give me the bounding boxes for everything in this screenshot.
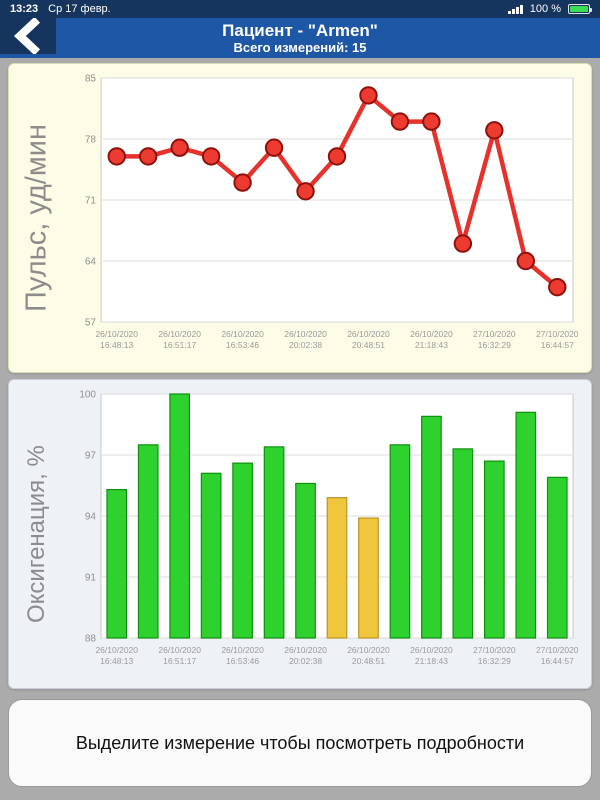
svg-text:16:51:17: 16:51:17 [163, 340, 196, 350]
pulse-measurement-point[interactable] [359, 86, 378, 105]
status-bar-left: 13:23 Ср 17 февр. [10, 3, 111, 15]
svg-text:97: 97 [85, 451, 97, 462]
svg-text:26/10/2020: 26/10/2020 [284, 329, 327, 339]
oxygen-axis-label: Оксигенация, % [23, 445, 50, 623]
svg-text:20:02:38: 20:02:38 [289, 340, 322, 350]
svg-text:27/10/2020: 27/10/2020 [473, 329, 516, 339]
svg-text:71: 71 [85, 196, 97, 207]
svg-text:26/10/2020: 26/10/2020 [221, 329, 264, 339]
page-title: Пациент - "Armen" [222, 21, 378, 40]
svg-text:27/10/2020: 27/10/2020 [536, 329, 579, 339]
svg-text:91: 91 [85, 573, 97, 584]
svg-text:57: 57 [85, 318, 97, 329]
svg-text:26/10/2020: 26/10/2020 [410, 645, 453, 655]
svg-text:64: 64 [85, 257, 97, 268]
pulse-measurement-point[interactable] [296, 182, 315, 201]
pulse-measurement-point[interactable] [327, 147, 347, 166]
svg-text:21:18:43: 21:18:43 [415, 340, 448, 350]
oxygen-measurement-bar[interactable] [546, 476, 568, 639]
svg-text:26/10/2020: 26/10/2020 [158, 329, 201, 339]
oxygen-measurement-bar[interactable] [483, 460, 505, 639]
pulse-measurement-point[interactable] [422, 112, 441, 131]
status-bar-right: 100 % [508, 3, 592, 15]
battery-icon [568, 4, 592, 14]
pulse-chart-panel: Пульс, уд/мин 57 64 71 78 85 26/10/2020 16:48:… [8, 63, 592, 373]
status-bar: 13:23 Ср 17 февр. 100 % [0, 0, 600, 18]
oxygen-measurement-bar[interactable] [421, 415, 442, 639]
oxygen-measurement-bar[interactable] [137, 444, 159, 639]
svg-text:26/10/2020: 26/10/2020 [347, 329, 390, 339]
svg-text:16:51:17: 16:51:17 [163, 656, 196, 666]
svg-text:27/10/2020: 27/10/2020 [536, 645, 579, 655]
oxygen-measurement-bar[interactable] [295, 482, 316, 639]
svg-text:26/10/2020: 26/10/2020 [221, 645, 264, 655]
svg-text:26/10/2020: 26/10/2020 [158, 645, 201, 655]
oxygen-measurement-bar[interactable] [358, 517, 379, 639]
pulse-axis-label: Пульс, уд/мин [20, 123, 53, 313]
oxygen-measurement-bar[interactable] [515, 411, 537, 639]
oxygen-measurement-bar[interactable] [232, 462, 253, 639]
measurements-count: Всего измерений: 15 [233, 40, 367, 55]
svg-text:21:18:43: 21:18:43 [415, 656, 448, 666]
pulse-measurement-point[interactable] [453, 234, 473, 253]
oxygen-chart[interactable]: 8891949710026/10/202016:48:1326/10/20201… [65, 384, 585, 684]
svg-text:88: 88 [85, 634, 97, 645]
svg-text:16:44:57: 16:44:57 [541, 656, 574, 666]
oxygen-measurement-bar[interactable] [326, 497, 348, 639]
clock: 13:23 [10, 3, 39, 15]
svg-text:26/10/2020: 26/10/2020 [347, 645, 390, 655]
pulse-measurement-point[interactable] [201, 147, 221, 166]
svg-text:20:48:51: 20:48:51 [352, 656, 385, 666]
cellular-signal-icon [508, 4, 523, 14]
pulse-measurement-point[interactable] [264, 138, 284, 157]
battery-percent: 100 % [529, 3, 561, 15]
back-button[interactable] [0, 18, 56, 54]
oxygen-chart-panel: Оксигенация, % 88 91 94 97 100 26/10/2020 16:4… [8, 379, 592, 689]
oxygen-measurement-bar[interactable] [263, 446, 285, 639]
svg-text:27/10/2020: 27/10/2020 [473, 645, 516, 655]
svg-text:26/10/2020: 26/10/2020 [284, 645, 327, 655]
pulse-measurement-point[interactable] [233, 173, 252, 192]
svg-text:16:32:29: 16:32:29 [478, 340, 511, 350]
pulse-measurement-point[interactable] [170, 138, 189, 157]
svg-text:16:48:13: 16:48:13 [100, 340, 133, 350]
pulse-measurement-point[interactable] [485, 121, 504, 140]
svg-text:78: 78 [85, 135, 97, 146]
svg-text:26/10/2020: 26/10/2020 [95, 645, 138, 655]
svg-text:16:53:46: 16:53:46 [226, 340, 259, 350]
pulse-measurement-point[interactable] [548, 277, 567, 297]
oxygen-measurement-bar[interactable] [389, 444, 411, 639]
status-date: Ср 17 февр. [48, 3, 111, 15]
svg-text:16:48:13: 16:48:13 [100, 656, 133, 666]
pulse-measurement-point[interactable] [107, 147, 126, 166]
chevron-left-icon [13, 18, 41, 54]
hint-panel: Выделите измерение чтобы посмотреть подр… [8, 699, 592, 787]
hint-text: Выделите измерение чтобы посмотреть подр… [75, 732, 525, 753]
svg-text:20:48:51: 20:48:51 [352, 340, 385, 350]
oxygen-measurement-bar[interactable] [452, 448, 474, 639]
svg-text:100: 100 [79, 390, 96, 401]
oxygen-measurement-bar[interactable] [106, 488, 128, 639]
oxygen-measurement-bar[interactable] [169, 393, 191, 639]
oxygen-measurement-bar[interactable] [200, 472, 222, 639]
svg-text:16:32:29: 16:32:29 [478, 656, 511, 666]
svg-text:20:02:38: 20:02:38 [289, 656, 322, 666]
svg-text:26/10/2020: 26/10/2020 [95, 329, 138, 339]
pulse-measurement-point[interactable] [139, 147, 158, 166]
svg-text:26/10/2020: 26/10/2020 [410, 329, 453, 339]
svg-text:16:44:57: 16:44:57 [541, 340, 574, 350]
pulse-chart[interactable]: 576471788526/10/202016:48:1326/10/202016… [65, 68, 585, 368]
svg-text:94: 94 [85, 512, 97, 523]
nav-bar: Пациент - "Armen" Всего измерений: 15 [0, 18, 600, 58]
svg-text:85: 85 [85, 74, 97, 85]
svg-text:16:53:46: 16:53:46 [226, 656, 259, 666]
pulse-measurement-point[interactable] [390, 112, 410, 131]
pulse-measurement-point[interactable] [516, 251, 535, 271]
